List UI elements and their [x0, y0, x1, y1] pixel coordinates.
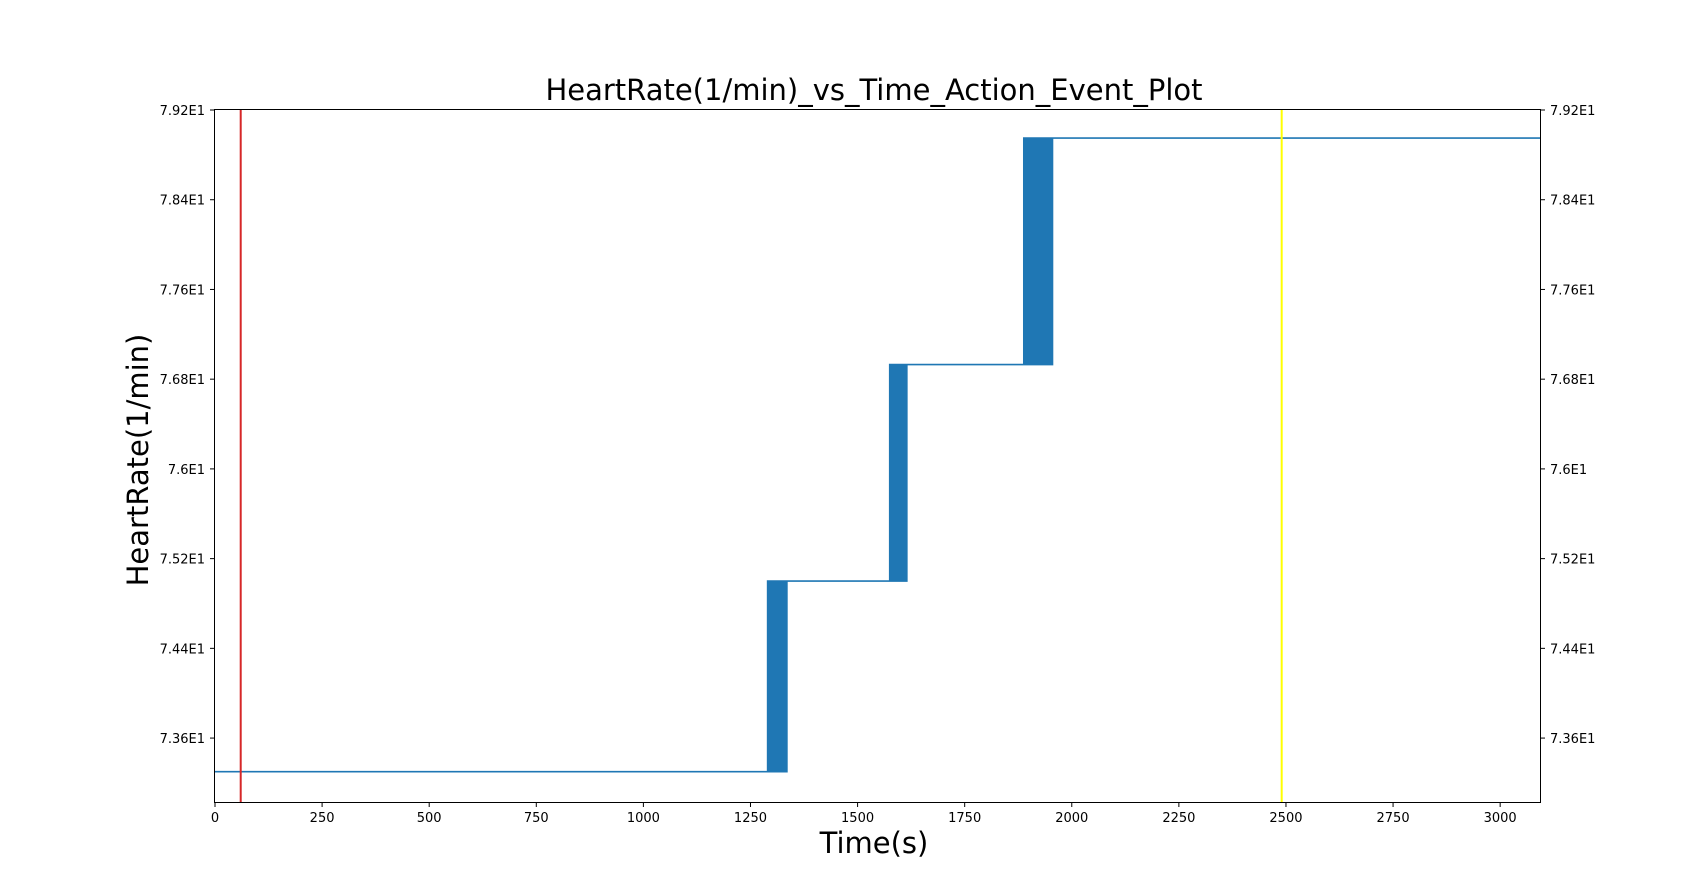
y-tick-label-right: 7.44E1 — [1550, 642, 1595, 657]
x-tick-label: 2250 — [1162, 811, 1195, 826]
x-tick-label: 500 — [417, 811, 442, 826]
x-tick-label: 2500 — [1269, 811, 1302, 826]
y-tick-label-left: 7.44E1 — [160, 642, 205, 657]
y-tick-label-left: 7.6E1 — [168, 463, 205, 478]
y-tick-label-left: 7.68E1 — [160, 373, 205, 388]
series-line — [215, 137, 1540, 773]
chart-title: HeartRate(1/min)_vs_Time_Action_Event_Pl… — [545, 73, 1202, 107]
y-tick-label-right: 7.92E1 — [1550, 104, 1595, 119]
x-tick-label: 1000 — [627, 811, 660, 826]
y-tick-label-right: 7.84E1 — [1550, 194, 1595, 209]
x-tick-label: 250 — [310, 811, 335, 826]
y-tick-label-right: 7.52E1 — [1550, 553, 1595, 568]
y-axis-label: HeartRate(1/min) — [121, 334, 155, 587]
x-tick-label: 750 — [524, 811, 549, 826]
y-tick-label-left: 7.76E1 — [160, 283, 205, 298]
x-tick-label: 1750 — [948, 811, 981, 826]
y-axis-ticks-right: 7.92E1 7.84E1 7.76E1 7.68E1 7.6E1 7.52E1 7.44E… — [1540, 104, 1595, 747]
plot-area — [215, 110, 1540, 802]
x-tick-label: 0 — [211, 811, 219, 826]
x-tick-label: 1500 — [841, 811, 874, 826]
y-tick-label-left: 7.92E1 — [160, 104, 205, 119]
plot-frame — [214, 109, 1541, 803]
y-tick-label-left: 7.84E1 — [160, 194, 205, 209]
x-tick-label: 1250 — [734, 811, 767, 826]
y-tick-label-right: 7.76E1 — [1550, 283, 1595, 298]
y-tick-label-left: 7.36E1 — [160, 732, 205, 747]
x-axis-label: Time(s) — [819, 826, 929, 860]
x-tick-label: 3000 — [1484, 811, 1517, 826]
x-tick-label: 2750 — [1377, 811, 1410, 826]
x-tick-label: 2000 — [1055, 811, 1088, 826]
y-tick-label-right: 7.6E1 — [1550, 463, 1587, 478]
y-axis-ticks-left: 7.92E1 7.84E1 7.76E1 7.68E1 7.6E1 7.52E1 7.44E… — [160, 104, 215, 747]
y-tick-label-right: 7.36E1 — [1550, 732, 1595, 747]
y-tick-label-left: 7.52E1 — [160, 553, 205, 568]
x-axis-ticks: 0 250 500 750 1000 1250 1500 1750 2000 2250 2500 27… — [211, 802, 1517, 826]
y-tick-label-right: 7.68E1 — [1550, 373, 1595, 388]
